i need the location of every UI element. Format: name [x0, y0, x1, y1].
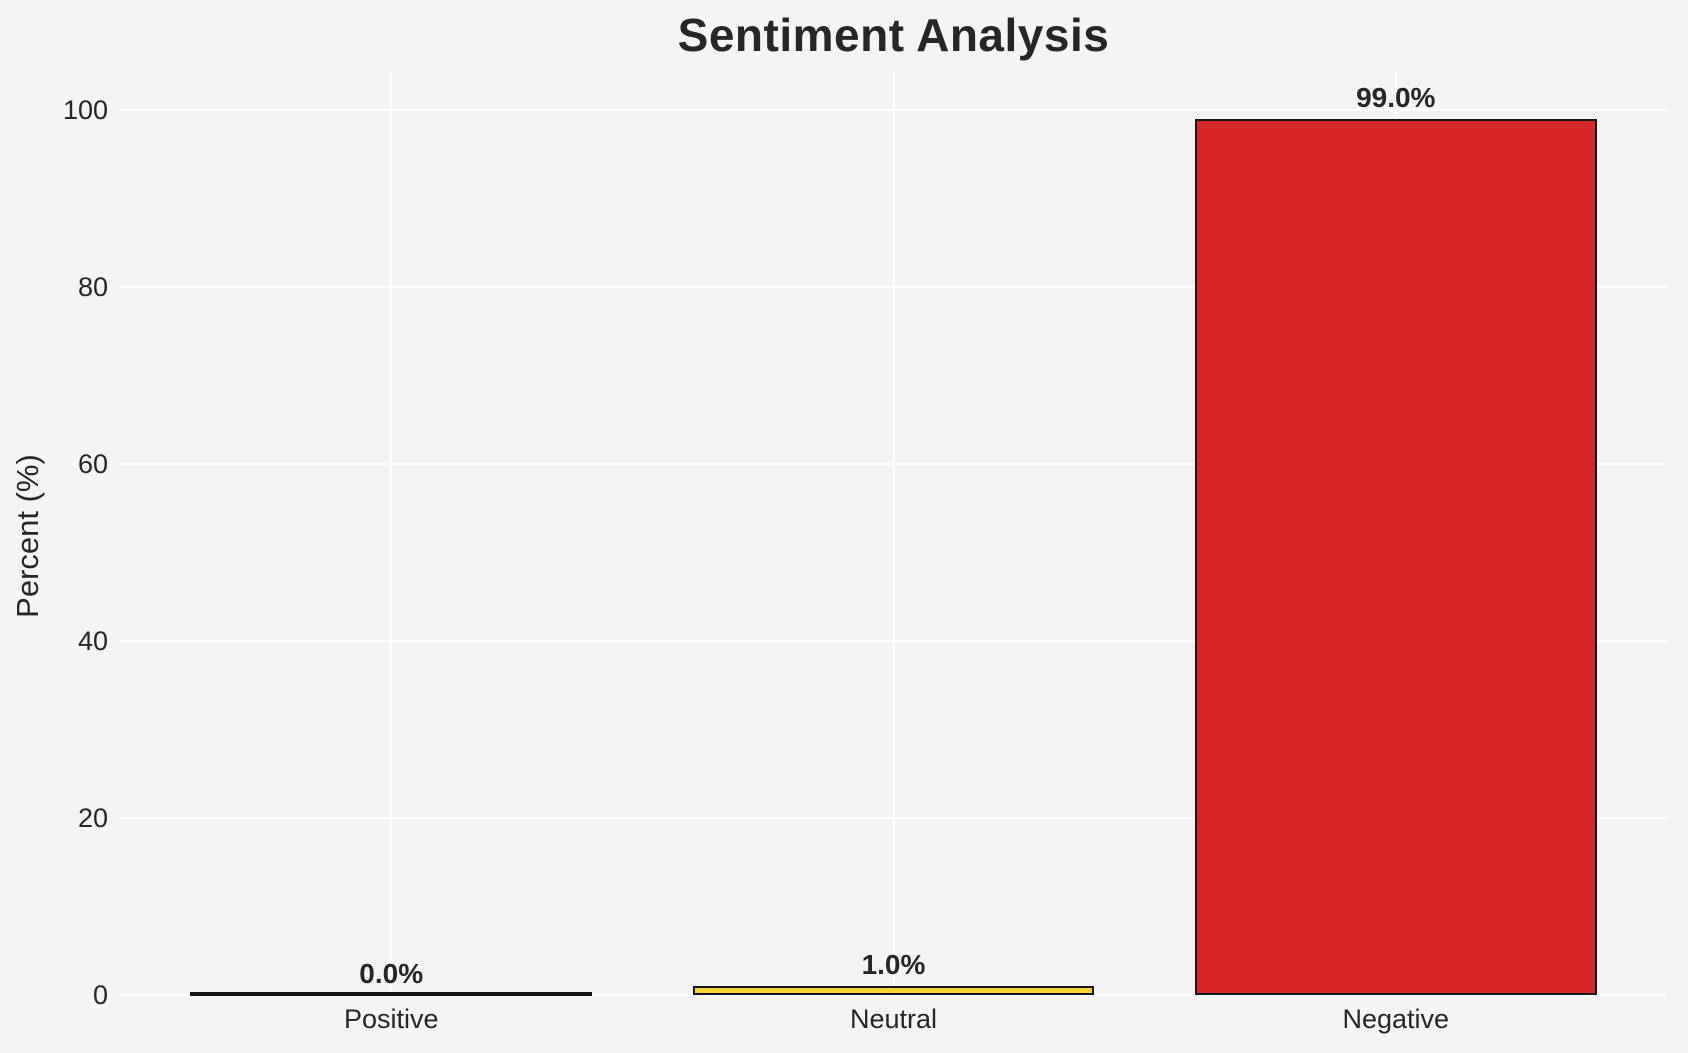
- v-gridline: [892, 72, 895, 995]
- bar-negative: [1194, 119, 1597, 995]
- bar-positive: [190, 992, 593, 996]
- y-tick-label: 20: [77, 803, 108, 833]
- bar-value-label: 1.0%: [861, 949, 926, 980]
- x-tick-label: Negative: [1342, 1004, 1450, 1034]
- y-tick-label: 80: [77, 272, 108, 302]
- y-tick-label: 100: [62, 95, 108, 125]
- bar-value-label: 0.0%: [359, 958, 424, 989]
- y-tick-label: 0: [92, 980, 108, 1010]
- bar-neutral: [692, 986, 1095, 995]
- y-tick-label: 40: [77, 626, 108, 656]
- bar-value-label: 99.0%: [1356, 82, 1436, 113]
- x-tick-label: Neutral: [849, 1004, 938, 1034]
- h-gridline: [120, 994, 1667, 996]
- x-tick-label: Positive: [343, 1004, 439, 1034]
- chart-title: Sentiment Analysis: [677, 9, 1110, 61]
- y-axis-label: Percent (%): [10, 454, 45, 618]
- y-tick-label: 60: [77, 449, 108, 479]
- v-gridline: [390, 72, 393, 995]
